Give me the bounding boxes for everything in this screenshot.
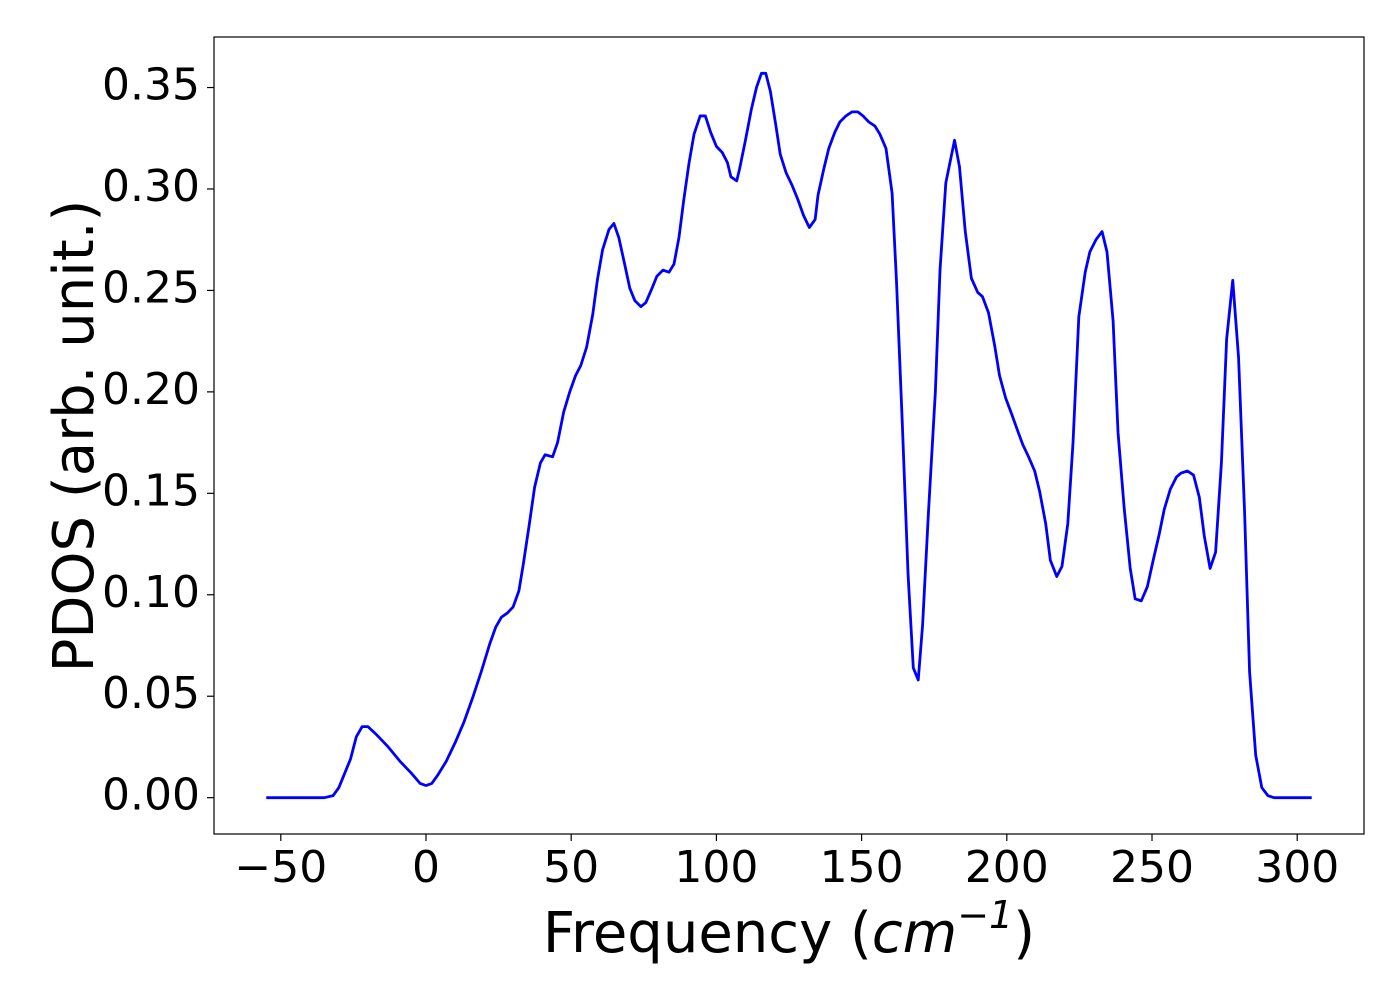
y-tick-label: 0.30 <box>102 161 200 212</box>
y-tick-label: 0.00 <box>102 770 200 821</box>
x-tick-label: 250 <box>1110 842 1194 893</box>
x-axis-label: Frequency (cm−1) <box>543 893 1035 966</box>
x-tick-label: 200 <box>965 842 1049 893</box>
y-tick-label: 0.10 <box>102 567 200 618</box>
y-tick-label: 0.20 <box>102 364 200 415</box>
x-tick-label: 0 <box>412 842 440 893</box>
x-tick-label: −50 <box>234 842 327 893</box>
x-label-exponent: −1 <box>957 893 1013 937</box>
x-tick-label: 150 <box>820 842 904 893</box>
x-label-part: Frequency ( <box>543 901 872 966</box>
y-tick-label: 0.35 <box>102 60 200 111</box>
y-tick-label: 0.05 <box>102 668 200 719</box>
y-tick-label: 0.15 <box>102 465 200 516</box>
x-tick-label: 50 <box>543 842 599 893</box>
y-tick-label: 0.25 <box>102 262 200 313</box>
y-axis-label: PDOS (arb. unit.) <box>42 200 107 673</box>
x-tick-label: 300 <box>1255 842 1339 893</box>
plot-frame <box>213 36 1365 835</box>
pdos-line <box>266 71 1312 800</box>
x-label-math: cm <box>872 901 957 966</box>
x-label-part: ) <box>1013 901 1035 966</box>
x-tick-label: 100 <box>674 842 758 893</box>
